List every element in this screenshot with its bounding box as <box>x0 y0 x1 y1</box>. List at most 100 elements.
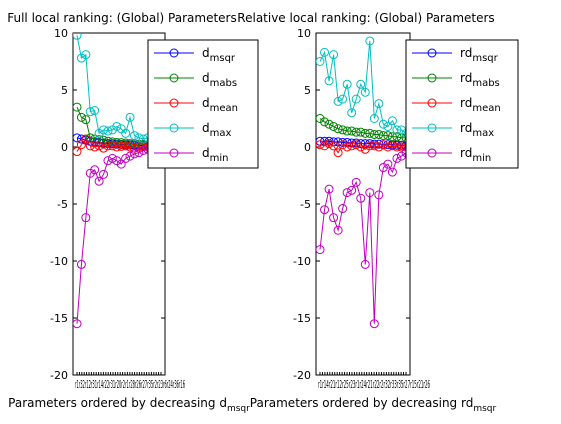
data-point-min <box>107 153 117 163</box>
legend-marker <box>427 123 437 133</box>
data-point-max <box>374 99 384 109</box>
data-point-mabs <box>338 125 348 135</box>
data-point-min <box>125 151 135 161</box>
data-point-min <box>369 319 379 329</box>
legend: rdmsqr rdmabs rdmean rdmax rdmin <box>405 39 519 169</box>
legend-box <box>405 39 519 169</box>
data-point-mean <box>316 140 325 150</box>
data-point-max <box>378 119 388 129</box>
data-point-mean <box>378 140 388 150</box>
data-point-min <box>365 188 375 198</box>
data-point-mabs <box>365 128 375 138</box>
data-point-min <box>378 163 388 173</box>
subplot-2: Relative local ranking: (Global) Paramet… <box>237 11 519 414</box>
data-point-msqr <box>374 139 384 149</box>
data-point-mabs <box>360 128 370 138</box>
y-tick-label: -15 <box>293 312 311 325</box>
data-point-max <box>73 33 82 40</box>
data-point-msqr <box>342 137 352 147</box>
y-tick-label: -15 <box>50 312 68 325</box>
data-point-min <box>138 145 148 155</box>
y-tick-label: -20 <box>293 369 311 382</box>
data-point-mean <box>351 140 361 150</box>
data-point-mean <box>396 142 406 152</box>
data-point-mabs <box>342 126 352 136</box>
y-tick-label: -20 <box>50 369 68 382</box>
data-point-msqr <box>324 136 334 146</box>
data-point-mean <box>333 148 343 158</box>
data-point-min <box>338 204 348 214</box>
data-point-max <box>134 133 144 143</box>
data-point-max <box>383 121 393 131</box>
x-axis-label: Parameters ordered by decreasing dmsqr <box>8 396 250 414</box>
x-tick-labels: r1r32r12r31r14r22r31r20r2r1r28r26r27r35r… <box>75 378 185 391</box>
data-point-mabs <box>369 129 379 139</box>
data-point-max <box>99 125 109 135</box>
series-line-max <box>319 40 407 134</box>
data-point-max <box>112 121 122 131</box>
data-point-min <box>374 190 384 200</box>
data-point-msqr <box>365 139 375 149</box>
data-point-min <box>383 159 393 169</box>
subplot-1: Full local ranking: (Global) Parameters 1… <box>7 11 259 414</box>
data-point-min <box>396 151 406 161</box>
data-point-mabs <box>320 117 330 127</box>
data-point-mabs <box>347 126 357 136</box>
y-tick-label: -10 <box>293 255 311 268</box>
legend-marker <box>169 48 179 58</box>
data-point-max <box>125 112 135 122</box>
legend-marker <box>427 48 437 58</box>
legend-label: dmabs <box>202 71 237 89</box>
data-point-max <box>360 87 370 97</box>
data-point-max <box>333 96 343 106</box>
data-point-mean <box>383 142 393 152</box>
data-point-max <box>396 125 406 135</box>
data-point-min <box>73 319 82 329</box>
data-point-msqr <box>316 136 325 146</box>
data-point-mean <box>125 142 135 152</box>
legend-label: rdmin <box>460 146 491 164</box>
data-point-msqr <box>360 139 370 149</box>
data-point-mean <box>356 142 366 152</box>
data-point-mabs <box>76 112 86 122</box>
data-point-mean <box>329 141 339 151</box>
y-tick-label: -5 <box>57 198 68 211</box>
data-point-min <box>351 177 361 187</box>
series-group <box>316 36 410 329</box>
data-point-min <box>387 167 397 177</box>
data-point-mabs <box>81 115 91 125</box>
legend-marker <box>169 73 179 83</box>
legend-marker <box>427 98 437 108</box>
data-point-max <box>81 50 91 60</box>
data-point-msqr <box>356 139 366 149</box>
legend-marker <box>427 73 437 83</box>
data-point-mabs <box>387 132 397 142</box>
data-point-min <box>81 213 91 223</box>
data-point-mean <box>116 141 126 151</box>
data-point-mabs <box>356 127 366 137</box>
data-point-max <box>365 36 375 46</box>
y-tick-label: 0 <box>61 141 68 154</box>
legend-label: dmean <box>202 96 238 114</box>
data-point-min <box>99 169 109 179</box>
y-tick-label: -5 <box>300 198 311 211</box>
data-point-min <box>333 225 343 235</box>
legend-marker <box>169 98 179 108</box>
legend-label: dmsqr <box>202 46 236 64</box>
legend-label: dmin <box>202 146 228 164</box>
legend-label: rdmabs <box>460 71 500 89</box>
data-point-mean <box>103 141 113 151</box>
x-axis-label: Parameters ordered by decreasing rdmsqr <box>250 396 497 414</box>
data-point-mabs <box>374 129 384 139</box>
data-point-min <box>356 193 366 203</box>
data-point-min <box>324 184 334 194</box>
data-point-max <box>369 114 379 123</box>
data-point-max <box>129 131 139 141</box>
data-point-mean <box>81 134 91 144</box>
legend-label: rdmean <box>460 96 501 114</box>
data-point-msqr <box>338 137 348 147</box>
data-point-msqr <box>73 133 82 143</box>
data-point-max <box>387 116 397 126</box>
legend-marker <box>169 123 179 133</box>
